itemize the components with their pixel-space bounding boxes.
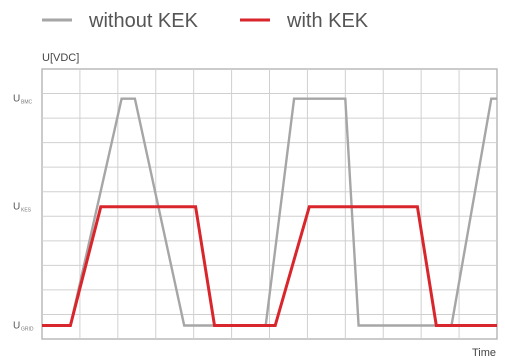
legend-item: with KEK xyxy=(240,10,369,32)
y-tick-main: U xyxy=(13,94,20,105)
y-tick-subscript: BMC xyxy=(21,100,33,106)
y-tick-subscript: GRID xyxy=(21,327,34,333)
series-line-with-kek xyxy=(42,205,497,327)
legend-label: with KEK xyxy=(286,10,369,32)
y-axis-label: U[VDC] xyxy=(42,52,79,64)
series-layer xyxy=(42,97,497,327)
legend-item: without KEK xyxy=(42,10,199,32)
y-tick-main: U xyxy=(13,202,20,213)
y-tick-main: U xyxy=(13,321,20,332)
plot-area xyxy=(41,68,498,340)
x-axis-label: Time xyxy=(472,347,496,359)
y-tick-subscript: KES xyxy=(21,208,32,214)
y-tick-label: U KES xyxy=(13,202,32,214)
y-tick-label: U BMC xyxy=(13,94,33,106)
legend: without KEK with KEK xyxy=(42,10,369,32)
legend-label: without KEK xyxy=(88,10,199,32)
y-tick-label: U GRID xyxy=(13,321,34,333)
